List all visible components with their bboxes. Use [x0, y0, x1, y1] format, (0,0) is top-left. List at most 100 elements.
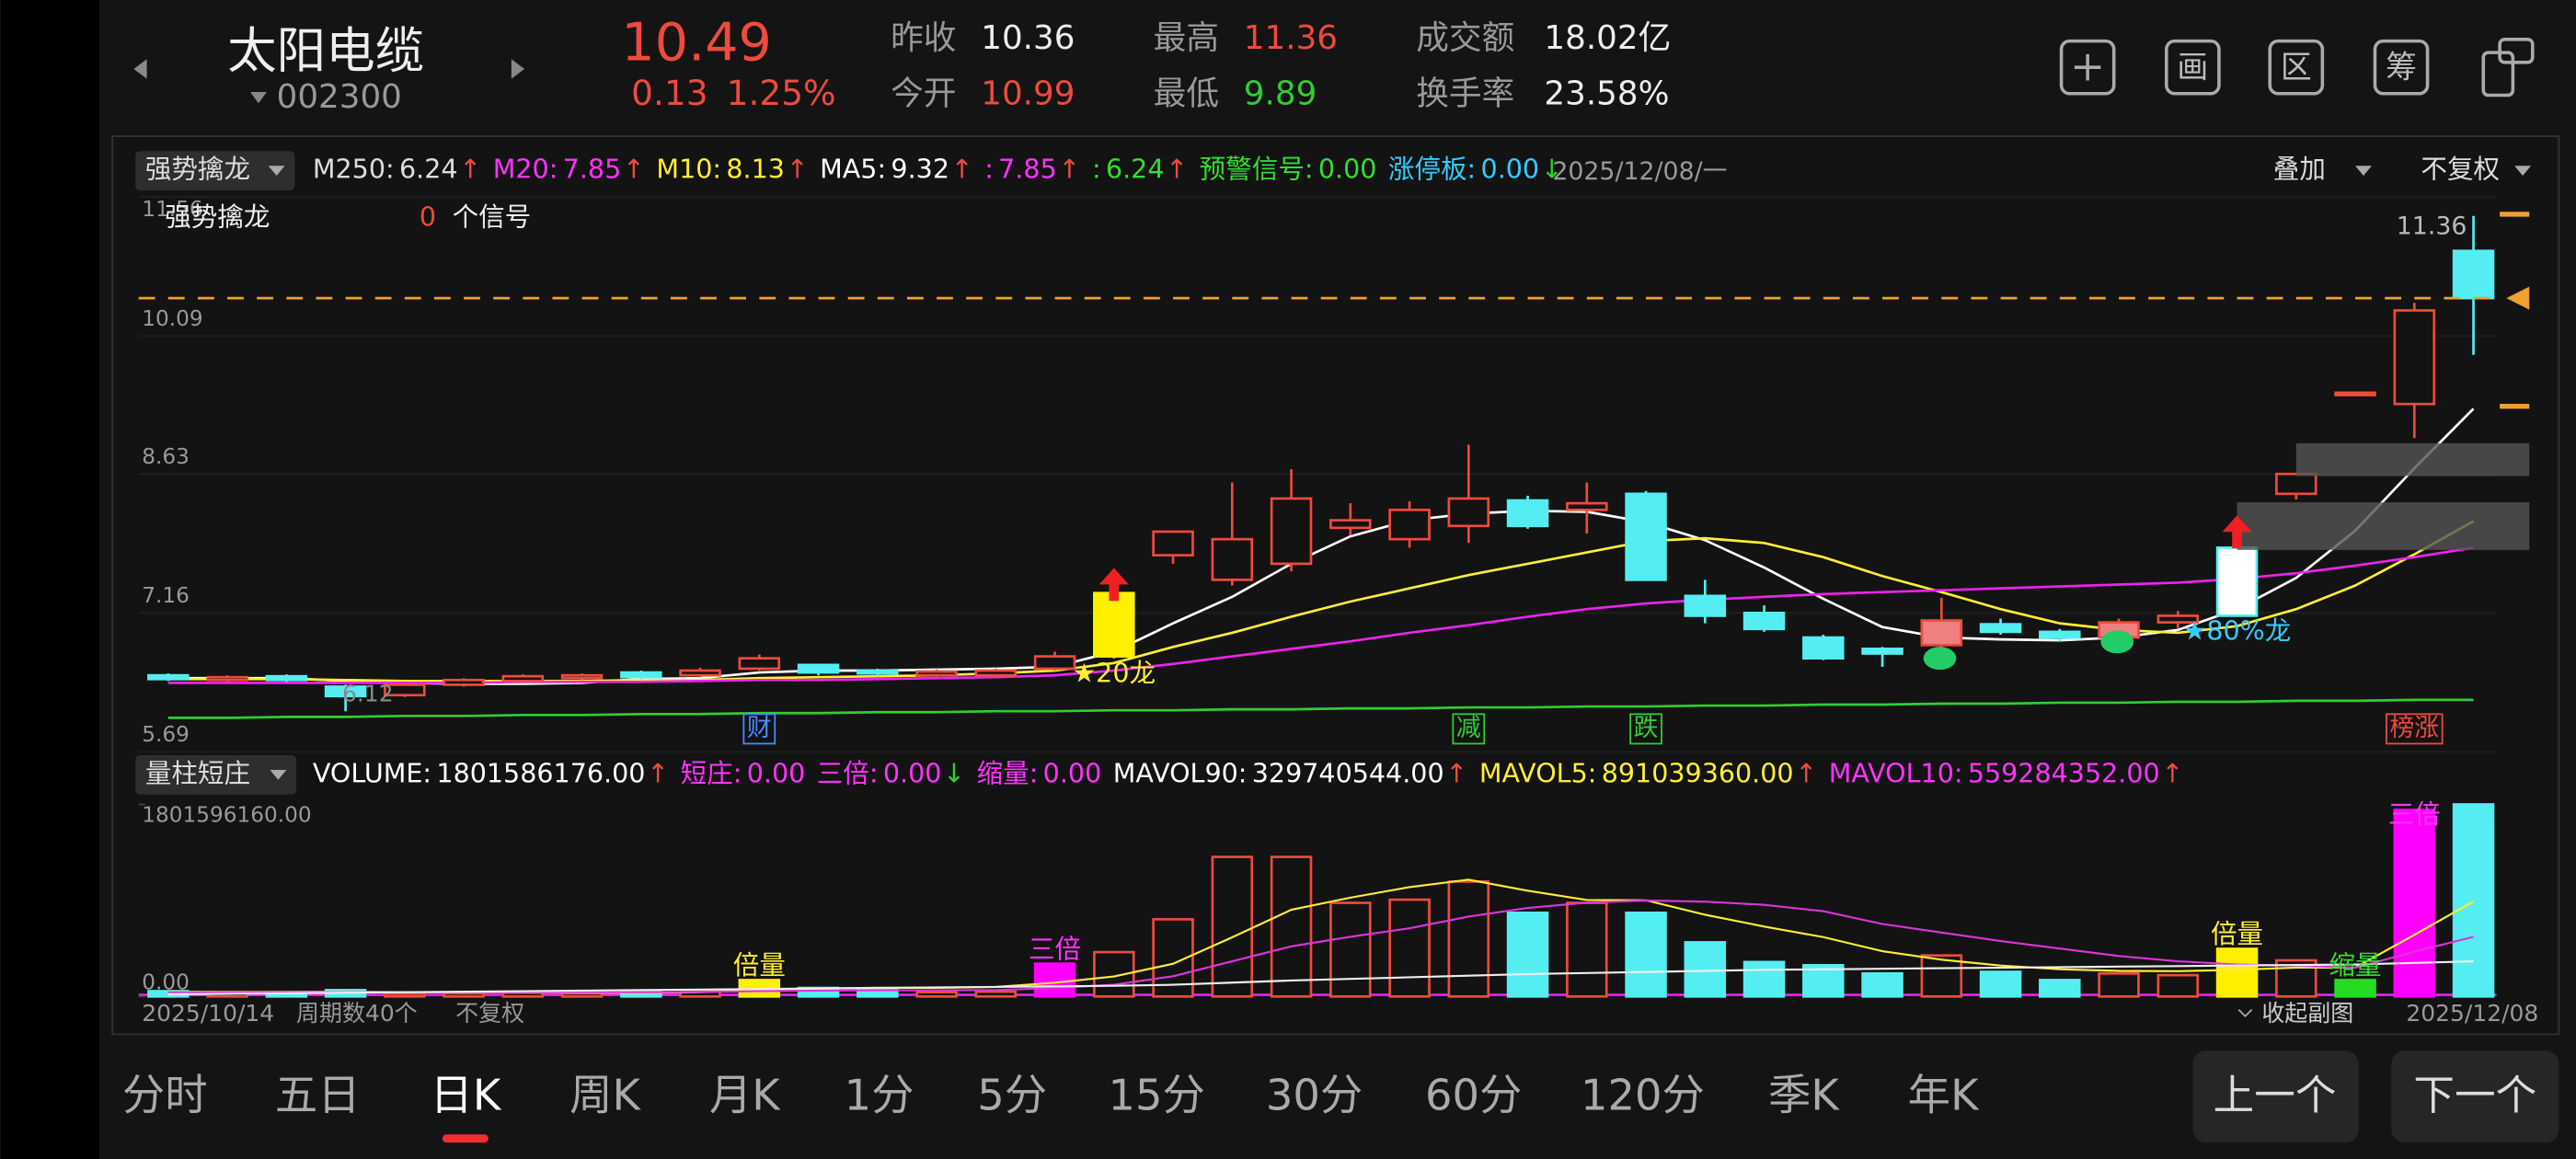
period-tab[interactable]: 季K — [1768, 1070, 1840, 1119]
legend-value: 329740544.00 — [1252, 757, 1444, 788]
signal-label: ★20龙 — [1073, 658, 1156, 689]
mavol-line — [167, 960, 2474, 996]
legend-label: M20: — [493, 154, 558, 185]
legend-label: : — [1092, 154, 1101, 185]
candle-body — [1684, 594, 1727, 617]
collapse-button[interactable]: 收起副图 — [2261, 1000, 2353, 1027]
left-edge — [0, 0, 99, 1159]
legend-value: 0.00 — [1481, 154, 1540, 185]
legend-arrow: ↑ — [647, 757, 669, 788]
next-label: 下一个 — [2413, 1072, 2536, 1119]
indicator-name: 量柱短庄 — [145, 757, 250, 788]
legend-arrow: ↑ — [459, 154, 481, 185]
legend-label: M250: — [313, 154, 395, 185]
event-mark: 榜涨 — [2390, 714, 2440, 742]
indicator-select[interactable] — [135, 151, 295, 191]
volume-bar — [2334, 979, 2376, 998]
money-icon — [2100, 630, 2134, 654]
resistance-zone — [2237, 502, 2530, 550]
volume-bar — [1447, 880, 1490, 998]
volume-bar — [443, 992, 485, 998]
prev-stock[interactable] — [133, 59, 147, 79]
candle-body — [265, 674, 308, 682]
candle-body — [2039, 630, 2081, 639]
period-tab[interactable]: 15分 — [1109, 1070, 1205, 1119]
period-count: 周期数40个 — [296, 1000, 418, 1027]
end-date: 2025/12/08 — [2406, 1000, 2538, 1027]
candle-body — [2215, 546, 2259, 617]
legend-value: 0.00 — [1318, 154, 1377, 185]
dropdown-icon — [268, 166, 285, 176]
volume-signal: 缩量 — [2329, 949, 2382, 981]
legend-label: MA5: — [820, 154, 886, 185]
period-tab[interactable]: 月K — [709, 1070, 781, 1119]
max-label: 11.36 — [2397, 212, 2467, 241]
legend-arrow: ↓ — [943, 757, 965, 788]
legend-label: MAVOL90: — [1113, 757, 1248, 788]
y-tick-label: 10.09 — [142, 306, 202, 331]
quote-value: 10.99 — [981, 75, 1075, 113]
period-tab[interactable]: 日K — [430, 1070, 501, 1119]
candle-body — [620, 671, 662, 679]
event-mark-box — [742, 713, 776, 745]
period-tab[interactable]: 60分 — [1425, 1070, 1522, 1119]
period-tab[interactable]: 年K — [1908, 1070, 1980, 1119]
dropdown-icon — [2514, 166, 2532, 176]
volume-bar — [2156, 973, 2200, 998]
candle-body — [443, 678, 485, 686]
adjust-button[interactable]: 不复权 — [2421, 154, 2500, 185]
next-stock[interactable] — [511, 59, 525, 79]
quote-label: 最低 — [1154, 75, 1219, 113]
legend-arrow: ↑ — [1795, 757, 1817, 788]
candle-body — [2334, 391, 2376, 396]
stock-name: 太阳电缆 — [227, 22, 424, 80]
candle-body — [1270, 497, 1313, 566]
legend-value: 6.24 — [1106, 154, 1165, 185]
resistance-zone — [2295, 442, 2530, 476]
chips-button[interactable] — [2373, 39, 2430, 96]
legend-value: 559284352.00 — [1968, 757, 2160, 788]
signal-label: ★80%龙 — [2183, 614, 2292, 646]
draw-button[interactable] — [2165, 39, 2221, 96]
candle-body — [1447, 497, 1490, 528]
toolbar — [2059, 38, 2535, 98]
code-dropdown[interactable] — [250, 91, 267, 104]
candle-body — [324, 685, 367, 698]
period-tab[interactable]: 5分 — [977, 1070, 1047, 1119]
collapse-icon — [2237, 1008, 2253, 1017]
period-tab[interactable]: 分时 — [122, 1070, 208, 1119]
period-tab[interactable]: 30分 — [1266, 1070, 1363, 1119]
chart-panel — [111, 135, 2560, 1036]
legend-label: M10: — [656, 154, 721, 185]
volume-signal: 倍量 — [733, 949, 786, 981]
legend-value: 1801586176.00 — [436, 757, 645, 788]
legend-arrow: ↑ — [1059, 154, 1081, 185]
period-tabs: 分时 五日 日K 周K 月K 1分 5分 15分 30分 60分 120分 季K 年K — [122, 1070, 1980, 1143]
range-button[interactable] — [2268, 39, 2325, 96]
period-tab[interactable]: 五日 — [275, 1070, 361, 1119]
add-button[interactable] — [2059, 39, 2116, 96]
tool-label: 筹 — [2386, 49, 2417, 85]
period-tab[interactable]: 1分 — [845, 1070, 914, 1119]
volume-bar — [1388, 898, 1431, 998]
candle-body — [974, 669, 1018, 677]
money-icon — [1923, 647, 1957, 671]
chart-date: 2025/12/08/一 — [1552, 157, 1727, 186]
indicator-select[interactable] — [135, 754, 297, 795]
y-tick-label: 7.16 — [142, 583, 190, 608]
next-button[interactable] — [2391, 1050, 2559, 1143]
volume-bar — [560, 992, 604, 998]
volume-bar — [915, 991, 958, 998]
level-marker — [2500, 212, 2530, 217]
price-pointer — [2506, 286, 2530, 310]
signal-title: 强势擒龙 — [165, 201, 270, 232]
indicator-name: 强势擒龙 — [145, 154, 250, 185]
overlay-button[interactable]: 叠加 — [2273, 154, 2326, 185]
level-marker — [2500, 404, 2530, 409]
period-tab[interactable]: 120分 — [1581, 1070, 1705, 1119]
volume-bar — [1802, 964, 1845, 998]
period-tab[interactable]: 周K — [569, 1070, 641, 1119]
prev-button[interactable] — [2192, 1050, 2359, 1143]
